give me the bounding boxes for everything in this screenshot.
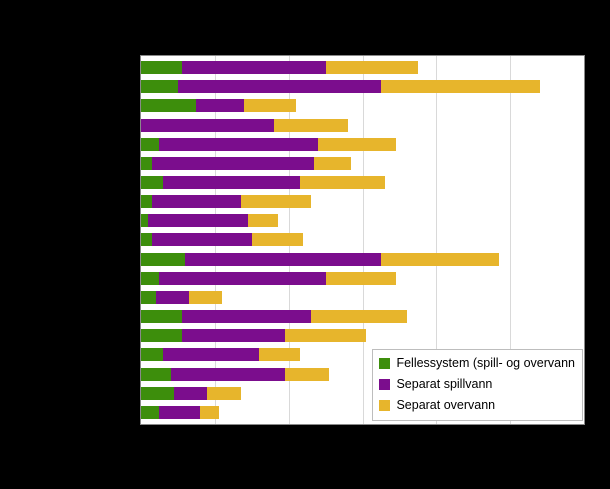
bar-segment	[181, 310, 311, 324]
bar-segment	[284, 367, 330, 381]
legend: Fellessystem (spill- og overvann Separat…	[372, 349, 583, 421]
bar-row	[141, 252, 584, 266]
bar-segment	[240, 195, 311, 209]
bar-row	[141, 405, 584, 419]
bar-segment	[380, 80, 540, 94]
yellow-swatch-icon	[379, 400, 391, 411]
bar-segment	[141, 61, 182, 75]
bar-row	[141, 195, 584, 209]
bar-segment	[141, 329, 182, 343]
plot-area: Fellessystem (spill- og overvann Separat…	[140, 55, 585, 425]
bar-segment	[141, 99, 197, 113]
bar-row	[141, 214, 584, 228]
bar-segment	[284, 329, 367, 343]
bar-row	[141, 176, 584, 190]
bar-segment	[259, 348, 300, 362]
bar-segment	[248, 214, 278, 228]
bar-segment	[325, 61, 418, 75]
bar-segment	[159, 271, 326, 285]
bar-row	[141, 80, 584, 94]
bar-segment	[163, 348, 260, 362]
bar-segment	[251, 233, 304, 247]
bar-segment	[188, 290, 223, 304]
bar-segment	[141, 271, 160, 285]
gridline	[436, 56, 438, 424]
bar-segment	[141, 156, 153, 170]
bar-segment	[141, 405, 160, 419]
bar-segment	[207, 386, 241, 400]
bar-row	[141, 290, 584, 304]
bar-segment	[141, 214, 149, 228]
bar-segment	[273, 118, 348, 132]
bar-segment	[141, 118, 274, 132]
bar-segment	[141, 310, 182, 324]
bar-row	[141, 329, 584, 343]
gridline	[510, 56, 512, 424]
bar-segment	[152, 233, 252, 247]
gridline	[362, 56, 364, 424]
bar-segment	[141, 367, 171, 381]
bar-row	[141, 99, 584, 113]
bar-segment	[181, 61, 326, 75]
bar-segment	[141, 233, 153, 247]
bar-segment	[141, 252, 186, 266]
bar-segment	[148, 214, 249, 228]
bar-segment	[159, 137, 319, 151]
bar-segment	[314, 156, 352, 170]
bar-segment	[141, 195, 153, 209]
purple-swatch-icon	[379, 379, 391, 390]
legend-item-fellessystem: Fellessystem (spill- og overvann	[379, 353, 575, 374]
bar-segment	[159, 405, 201, 419]
bar-segment	[155, 290, 189, 304]
bar-segment	[141, 80, 178, 94]
bar-segment	[141, 348, 164, 362]
bar-segment	[185, 252, 381, 266]
bar-row	[141, 271, 584, 285]
bar-row	[141, 118, 584, 132]
bar-segment	[141, 176, 164, 190]
bar-segment	[152, 156, 315, 170]
bar-row	[141, 233, 584, 247]
bar-segment	[244, 99, 297, 113]
bar-segment	[174, 386, 208, 400]
bar-segment	[200, 405, 219, 419]
bar-segment	[299, 176, 385, 190]
bar-row	[141, 386, 584, 400]
bar-segment	[170, 367, 285, 381]
bar-segment	[318, 137, 396, 151]
bar-segment	[177, 80, 381, 94]
bars	[141, 56, 584, 424]
bar-segment	[181, 329, 285, 343]
bar-row	[141, 367, 584, 381]
legend-item-separat-overvann: Separat overvann	[379, 395, 575, 416]
legend-label-fellessystem: Fellessystem (spill- og overvann	[396, 356, 575, 370]
legend-label-separat-spillvann: Separat spillvann	[396, 377, 493, 391]
green-swatch-icon	[379, 358, 391, 369]
bar-segment	[141, 137, 160, 151]
bar-row	[141, 310, 584, 324]
bar-segment	[196, 99, 245, 113]
bar-segment	[310, 310, 407, 324]
bar-row	[141, 61, 584, 75]
bar-segment	[141, 386, 175, 400]
bar-segment	[325, 271, 396, 285]
bar-row	[141, 348, 584, 362]
bar-segment	[380, 252, 500, 266]
bar-row	[141, 156, 584, 170]
bar-segment	[163, 176, 300, 190]
bar-segment	[141, 290, 156, 304]
legend-item-separat-spillvann: Separat spillvann	[379, 374, 575, 395]
bar-segment	[152, 195, 241, 209]
legend-label-separat-overvann: Separat overvann	[396, 398, 496, 412]
bar-row	[141, 137, 584, 151]
